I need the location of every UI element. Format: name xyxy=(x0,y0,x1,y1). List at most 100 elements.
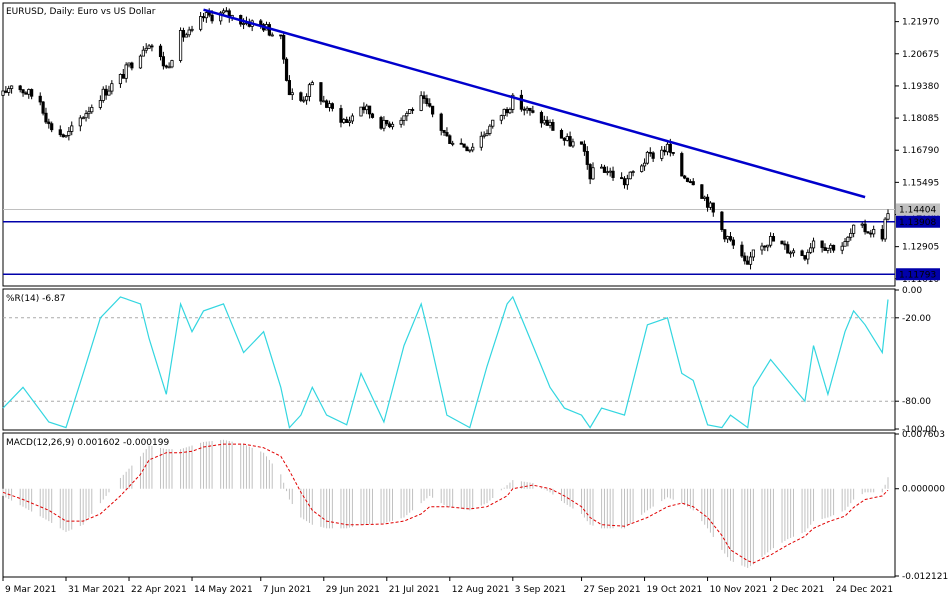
candle-body xyxy=(843,241,847,247)
candle-body xyxy=(445,132,449,137)
candle xyxy=(628,171,632,180)
candle xyxy=(219,10,223,25)
candle-body xyxy=(471,146,475,151)
candle xyxy=(866,231,870,234)
candle xyxy=(740,241,744,258)
candle xyxy=(339,104,343,128)
candle xyxy=(568,131,572,148)
candle-body xyxy=(620,177,624,180)
candle-body xyxy=(823,247,827,251)
candle-body xyxy=(771,236,776,242)
candle xyxy=(751,249,755,261)
candle xyxy=(620,172,624,180)
candle-body xyxy=(642,162,647,167)
candle-body xyxy=(459,142,463,145)
candle xyxy=(731,237,735,249)
candle-body xyxy=(685,177,690,182)
candle-body xyxy=(170,60,174,68)
candle xyxy=(141,46,145,57)
candle xyxy=(448,134,452,144)
candle-body xyxy=(187,29,191,36)
candle xyxy=(522,106,526,116)
candle xyxy=(565,133,569,142)
candle-body xyxy=(382,119,386,129)
candle xyxy=(559,128,564,139)
candle-body xyxy=(640,165,644,172)
candle-body xyxy=(751,249,755,258)
candle-body xyxy=(141,49,145,57)
candle-body xyxy=(760,245,764,251)
candle xyxy=(763,245,767,251)
candle-body xyxy=(422,95,426,99)
candle xyxy=(528,107,532,116)
candle-body xyxy=(164,65,168,68)
candle xyxy=(585,146,589,170)
candle xyxy=(302,96,306,103)
candle xyxy=(748,251,753,270)
candle xyxy=(270,32,274,37)
candle-body xyxy=(465,146,469,152)
time-tick-label: 7 Jun 2021 xyxy=(263,585,311,595)
candle-body xyxy=(319,82,323,102)
candle xyxy=(290,88,294,101)
candle-body xyxy=(150,45,154,48)
candle xyxy=(703,195,707,202)
candle-body xyxy=(127,62,131,66)
candle xyxy=(388,121,392,129)
candle xyxy=(545,116,549,126)
candle xyxy=(30,88,34,100)
wpr-tick-label: -80.00 xyxy=(902,397,931,407)
candle-body xyxy=(505,108,509,114)
candle-body xyxy=(886,213,890,220)
candle xyxy=(872,225,876,238)
candle xyxy=(307,82,312,102)
candle xyxy=(190,25,194,33)
candle-body xyxy=(579,141,584,145)
level-label: 1.11793 xyxy=(899,270,936,280)
candle xyxy=(548,119,552,129)
candle-body xyxy=(282,35,286,60)
candle-body xyxy=(783,243,787,246)
candle-body xyxy=(768,236,773,246)
candle-body xyxy=(299,92,303,101)
candle-body xyxy=(740,244,744,257)
candle-body xyxy=(703,196,707,199)
chart-title: EURUSD, Daily: Euro vs US Dollar xyxy=(6,7,156,17)
candle-body xyxy=(809,247,813,253)
candle xyxy=(284,57,289,82)
candle xyxy=(611,166,615,181)
candle-body xyxy=(58,129,62,136)
time-tick-label: 12 Aug 2021 xyxy=(452,585,510,595)
candle xyxy=(90,104,94,114)
candle-body xyxy=(388,123,392,128)
candle-body xyxy=(144,47,148,51)
candle-body xyxy=(210,14,214,22)
candle xyxy=(150,43,154,52)
candle-body xyxy=(700,184,704,199)
candle-body xyxy=(665,143,670,153)
candle xyxy=(7,85,11,96)
candle xyxy=(107,85,111,96)
candle xyxy=(84,110,88,122)
candle-body xyxy=(625,178,629,186)
candle-body xyxy=(290,92,294,96)
price-tick-label: 1.15495 xyxy=(902,178,939,188)
candle xyxy=(691,178,695,186)
price-tick-label: 1.20675 xyxy=(902,50,939,60)
candle-body xyxy=(1,90,5,96)
candle xyxy=(362,102,366,114)
candle-body xyxy=(860,223,864,226)
candle-body xyxy=(104,88,108,96)
candle xyxy=(204,9,208,23)
candle-body xyxy=(44,112,48,123)
candle xyxy=(803,254,807,261)
level-label: 1.13908 xyxy=(899,218,936,228)
candle xyxy=(359,106,363,117)
candle xyxy=(599,164,604,169)
candle-body xyxy=(199,16,203,30)
candle xyxy=(67,126,71,141)
candle xyxy=(660,146,664,162)
candle-body xyxy=(763,245,767,248)
wpr-line xyxy=(2,295,889,429)
